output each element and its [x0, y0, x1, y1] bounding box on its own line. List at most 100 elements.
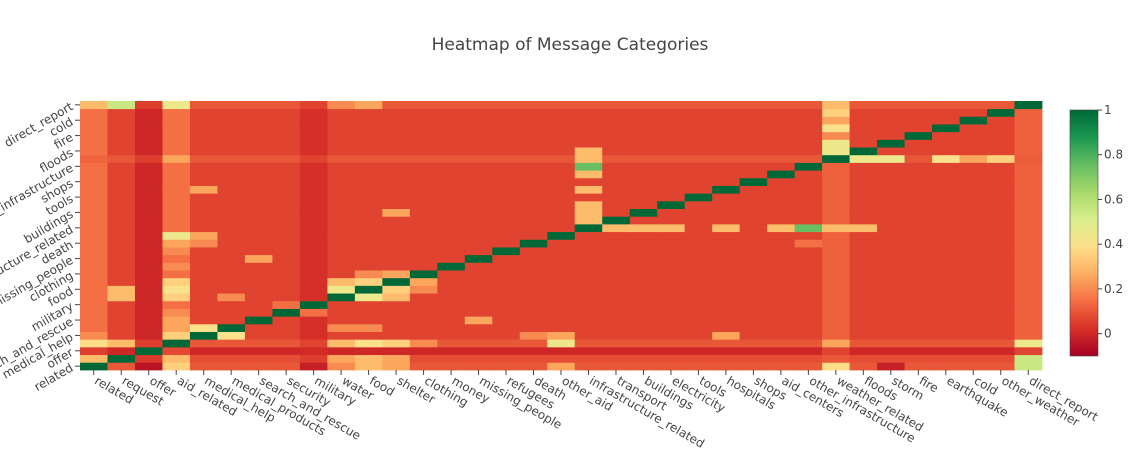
heatmap-cell: [272, 231, 301, 240]
heatmap-cell: [932, 177, 960, 186]
heatmap-cell: [437, 331, 466, 340]
heatmap-cell: [794, 185, 823, 194]
heatmap-cell: [409, 131, 438, 140]
heatmap-cell: [272, 308, 301, 317]
heatmap-cell: [684, 285, 713, 294]
heatmap-cell: [382, 139, 411, 148]
heatmap-cell: [107, 323, 136, 332]
heatmap-cell: [574, 346, 603, 356]
heatmap-cell: [987, 216, 1015, 225]
heatmap-cell: [767, 247, 796, 256]
heatmap-cell: [299, 216, 328, 225]
heatmap-cell: [217, 354, 246, 363]
heatmap-cell: [382, 108, 411, 117]
heatmap-cell: [657, 293, 686, 302]
heatmap-cell: [574, 285, 603, 294]
heatmap-cell: [409, 247, 438, 256]
heatmap-cell: [1014, 116, 1043, 125]
heatmap-cell: [107, 116, 136, 125]
heatmap-cell: [629, 193, 658, 202]
heatmap-cell: [739, 316, 768, 325]
heatmap-cell: [189, 101, 218, 110]
heatmap-cell: [437, 216, 466, 225]
heatmap-cell: [519, 216, 548, 225]
heatmap-cell: [162, 270, 191, 279]
heatmap-cell: [189, 254, 218, 263]
heatmap-cell: [244, 208, 273, 217]
heatmap-cell: [382, 362, 411, 371]
heatmap-cell: [767, 193, 796, 202]
heatmap-cell: [822, 162, 850, 171]
heatmap-cell: [629, 223, 658, 233]
heatmap-cell: [987, 147, 1015, 156]
heatmap-cell: [162, 254, 191, 263]
heatmap-cell: [409, 193, 438, 202]
heatmap-cell: [409, 200, 438, 209]
heatmap-cell: [299, 362, 328, 371]
heatmap-cell: [877, 223, 905, 233]
heatmap-cell: [492, 154, 521, 163]
heatmap-cell: [739, 323, 768, 332]
heatmap-cell: [712, 239, 741, 248]
heatmap-cell: [272, 262, 301, 271]
heatmap-cell: [574, 200, 603, 209]
heatmap-cell: [849, 346, 878, 356]
heatmap-cell: [877, 323, 905, 332]
heatmap-cell: [464, 339, 493, 348]
heatmap-cell: [574, 131, 603, 140]
heatmap-cell: [987, 139, 1015, 148]
heatmap-cell: [849, 323, 878, 332]
heatmap-cell: [409, 270, 438, 279]
heatmap-cell: [602, 231, 631, 240]
heatmap-cell: [354, 362, 383, 371]
heatmap-cell: [932, 346, 960, 356]
heatmap-cell: [327, 101, 356, 110]
heatmap-cell: [464, 247, 493, 256]
heatmap-cell: [602, 323, 631, 332]
heatmap-cell: [932, 231, 960, 240]
heatmap-cell: [327, 216, 356, 225]
heatmap-cell: [244, 339, 273, 348]
heatmap-cell: [80, 300, 108, 309]
heatmap-cell: [327, 277, 356, 286]
heatmap-cell: [409, 101, 438, 110]
heatmap-cell: [464, 216, 493, 225]
heatmap-cell: [217, 331, 246, 340]
heatmap-cell: [519, 193, 548, 202]
heatmap-cell: [80, 208, 108, 217]
heatmap-cell: [162, 262, 191, 271]
heatmap-cell: [794, 200, 823, 209]
heatmap-cell: [437, 154, 466, 163]
heatmap-cell: [437, 139, 466, 148]
heatmap-cell: [464, 231, 493, 240]
heatmap-cell: [162, 331, 191, 340]
heatmap-cell: [519, 200, 548, 209]
heatmap-cell: [684, 116, 713, 125]
heatmap-cell: [574, 154, 603, 163]
heatmap-cell: [712, 154, 741, 163]
heatmap-cell: [107, 247, 136, 256]
heatmap-cell: [354, 346, 383, 356]
heatmap-cell: [822, 177, 850, 186]
heatmap-cell: [354, 316, 383, 325]
heatmap-cell: [987, 116, 1015, 125]
heatmap-cell: [822, 208, 850, 217]
heatmap-cell: [464, 170, 493, 179]
heatmap-cell: [134, 354, 163, 363]
heatmap-cell: [987, 223, 1015, 233]
heatmap-cell: [299, 339, 328, 348]
heatmap-cell: [272, 101, 301, 110]
heatmap-cell: [712, 331, 741, 340]
heatmap-cell: [409, 208, 438, 217]
heatmap-cell: [134, 339, 163, 348]
heatmap-cell: [547, 323, 576, 332]
heatmap-cell: [272, 147, 301, 156]
heatmap-cell: [657, 170, 686, 179]
heatmap-cell: [602, 124, 631, 133]
heatmap-cell: [272, 300, 301, 309]
heatmap-cell: [767, 308, 796, 317]
heatmap-cell: [409, 277, 438, 286]
heatmap-cell: [877, 170, 905, 179]
heatmap-cell: [574, 277, 603, 286]
heatmap-cell: [574, 247, 603, 256]
